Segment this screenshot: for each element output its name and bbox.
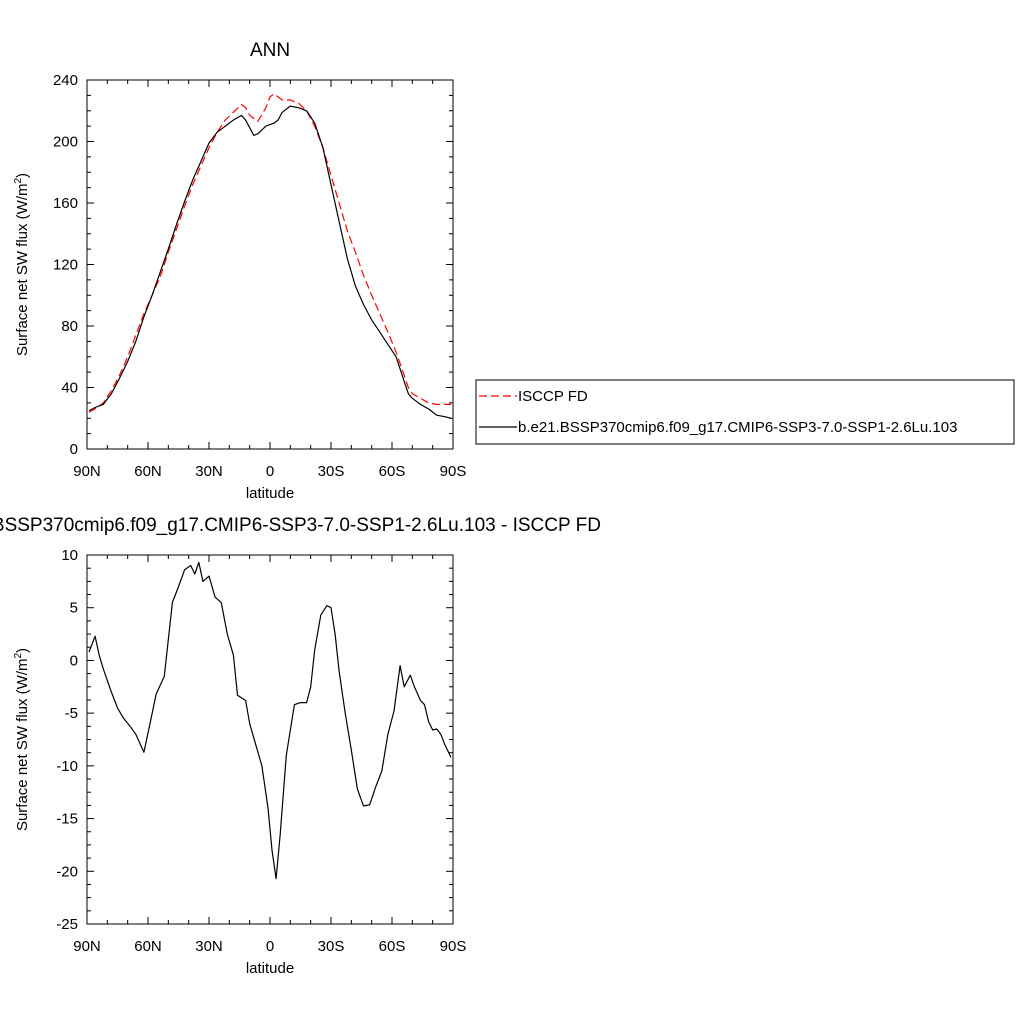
y-axis-label-close: ) — [14, 648, 31, 653]
y-tick-label: -20 — [56, 863, 78, 880]
y-tick-label: 80 — [61, 318, 78, 335]
y-tick-label: 120 — [53, 257, 78, 274]
y-axis-label: Surface net SW flux (W/m2) — [13, 648, 31, 831]
y-axis-label-text: Surface net SW flux (W/m — [14, 184, 31, 357]
mean-panel: 90N 60N 30N 0 30S 60S 90S 0 40 80 120 160 200 240 ANN l… — [13, 40, 466, 502]
plot-frame — [86, 79, 454, 450]
y-tick-label: 10 — [61, 547, 78, 564]
x-tick-label: 30S — [318, 463, 345, 480]
x-tick-label: 60N — [134, 938, 162, 955]
x-tick-label: 30S — [318, 938, 345, 955]
series-line-model — [88, 561, 452, 880]
x-tick-label: 0 — [266, 938, 274, 955]
x-axis-label: latitude — [246, 485, 294, 502]
chart-title: b.e21.BSSP370cmip6.f09_g17.CMIP6-SSP3-7.… — [0, 515, 601, 536]
x-axis-label: latitude — [246, 960, 294, 977]
x-tick-label: 60S — [379, 938, 406, 955]
y-axis-label: Surface net SW flux (W/m2) — [13, 173, 31, 356]
y-tick-label: 5 — [70, 600, 78, 617]
y-tick-label: 40 — [61, 380, 78, 397]
y-axis-label-superscript: 2 — [13, 178, 24, 184]
x-tick-label: 90S — [440, 938, 467, 955]
y-tick-label: -15 — [56, 811, 78, 828]
y-axis-label-superscript: 2 — [13, 653, 24, 659]
difference-panel: 90N 60N 30N 0 30S 60S 90S -25 -20 -15 -10 -5 0 5 10 b.e… — [0, 515, 601, 977]
y-tick-label: 240 — [53, 72, 78, 89]
chart-title: ANN — [250, 40, 290, 61]
series-line-isccp-fd — [88, 93, 451, 413]
y-axis-label-close: ) — [14, 173, 31, 178]
legend: ISCCP FD b.e21.BSSP370cmip6.f09_g17.CMIP6… — [475, 379, 1015, 445]
y-axis-label-text: Surface net SW flux (W/m — [14, 659, 31, 832]
y-tick-label: -5 — [65, 705, 78, 722]
y-tick-label: 0 — [70, 652, 78, 669]
x-tick-label: 90S — [440, 463, 467, 480]
x-tick-label: 60S — [379, 463, 406, 480]
x-tick-label: 90N — [73, 938, 101, 955]
y-tick-label: 200 — [53, 134, 78, 151]
y-tick-label: 0 — [70, 441, 78, 458]
x-tick-label: 60N — [134, 463, 162, 480]
x-tick-label: 90N — [73, 463, 101, 480]
x-tick-label: 30N — [195, 938, 223, 955]
y-tick-label: -25 — [56, 916, 78, 933]
y-tick-label: 160 — [53, 195, 78, 212]
legend-entry: ISCCP FD — [518, 388, 588, 405]
legend-box — [475, 379, 1015, 445]
series-line-model — [88, 105, 452, 419]
x-tick-label: 30N — [195, 463, 223, 480]
x-tick-label: 0 — [266, 463, 274, 480]
legend-entry: b.e21.BSSP370cmip6.f09_g17.CMIP6-SSP3-7.… — [518, 419, 957, 436]
plot-frame — [86, 554, 454, 925]
y-tick-label: -10 — [56, 758, 78, 775]
